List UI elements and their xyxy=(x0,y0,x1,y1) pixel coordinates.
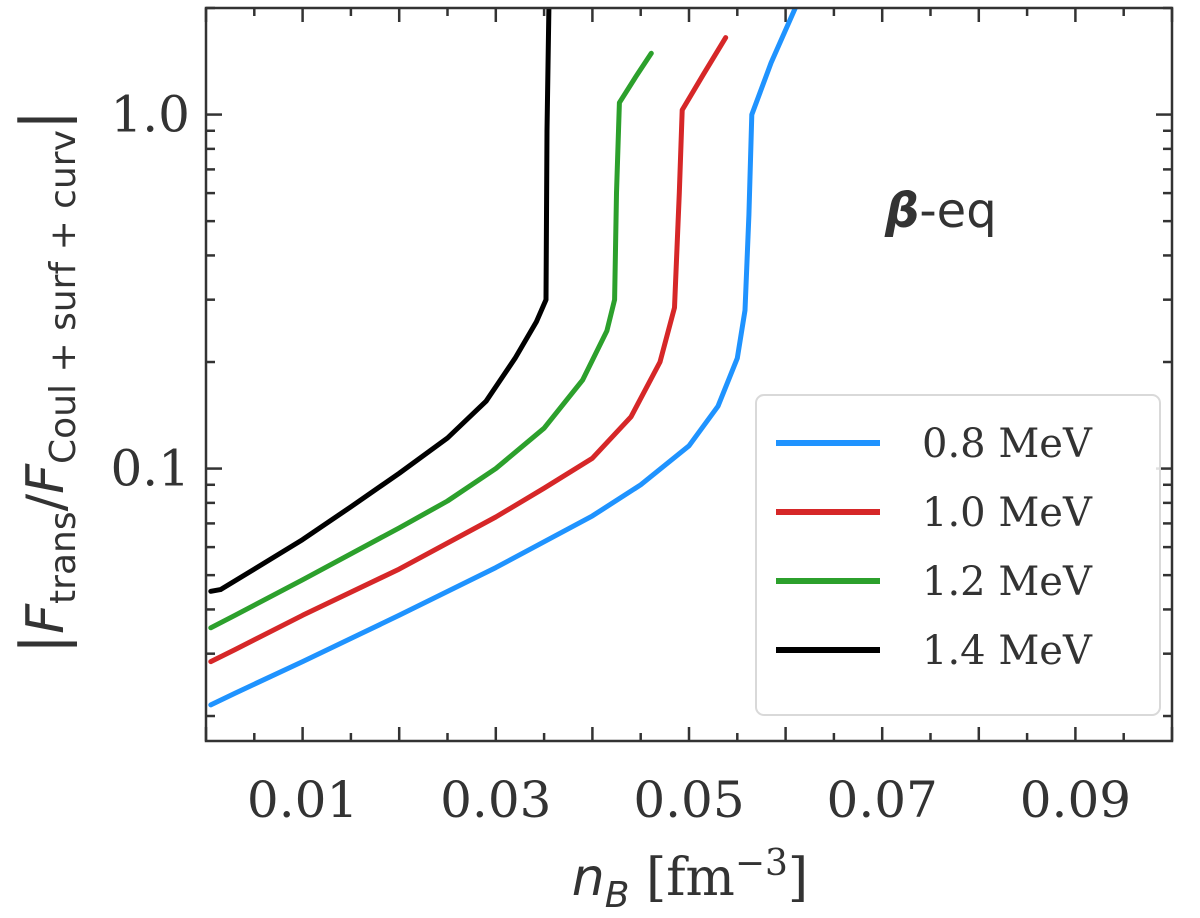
series-line-0-8-mev xyxy=(208,8,798,708)
x-axis-title-sub: B xyxy=(605,875,630,916)
y-axis-title-f1: F xyxy=(16,603,76,634)
x-axis-title-exp: −3 xyxy=(735,843,788,884)
y-tick-label: 0.1 xyxy=(110,440,190,498)
series-line-1-0-mev xyxy=(208,35,729,665)
axis-ticks xyxy=(204,6,1174,741)
x-tick-label: 0.09 xyxy=(1020,771,1131,829)
x-axis-title: nB [fm−3] xyxy=(572,843,808,916)
annotation-text: -eq xyxy=(919,183,996,239)
y-tick-label: 1.0 xyxy=(110,86,190,144)
series-layer xyxy=(208,8,798,708)
y-axis-title-sub2: Coul + surf + curv xyxy=(43,130,84,464)
legend-label-1-0-mev: 1.0 MeV xyxy=(922,490,1093,536)
legend-label-1-2-mev: 1.2 MeV xyxy=(922,559,1093,605)
x-axis-title-main: n xyxy=(572,848,605,908)
y-axis-title-bar-left: | xyxy=(8,634,78,654)
annotation-beta: β xyxy=(884,183,919,239)
y-axis-title-f2: F xyxy=(16,463,76,494)
y-axis-title-sub1: trans xyxy=(43,511,84,604)
x-tick-label: 0.05 xyxy=(633,771,744,829)
series-line-1-4-mev xyxy=(208,8,552,594)
plot-frame xyxy=(204,6,1174,743)
x-tick-label: 0.03 xyxy=(440,771,551,829)
annotation-beta-eq: β-eq xyxy=(884,183,997,239)
legend-label-0-8-mev: 0.8 MeV xyxy=(922,421,1093,467)
y-axis-title-bar-right: | xyxy=(8,110,78,130)
legend-box xyxy=(755,394,1161,716)
series-line-1-2-mev xyxy=(208,50,654,631)
legend-label-1-4-mev: 1.4 MeV xyxy=(922,628,1093,674)
y-axis-title-slash: / xyxy=(16,493,76,511)
x-axis-title-close: ] xyxy=(788,848,808,908)
x-tick-label: 0.01 xyxy=(247,771,358,829)
legend: 0.8 MeV 1.0 MeV 1.2 MeV 1.4 MeV xyxy=(755,394,1161,716)
y-axis-title: |Ftrans/FCoul + surf + curv| xyxy=(8,110,84,654)
x-tick-label: 0.07 xyxy=(827,771,938,829)
tick-labels: 0.01 0.03 0.05 0.07 0.09 0.1 1.0 xyxy=(110,86,1131,829)
x-axis-title-unit: [fm xyxy=(629,848,734,908)
